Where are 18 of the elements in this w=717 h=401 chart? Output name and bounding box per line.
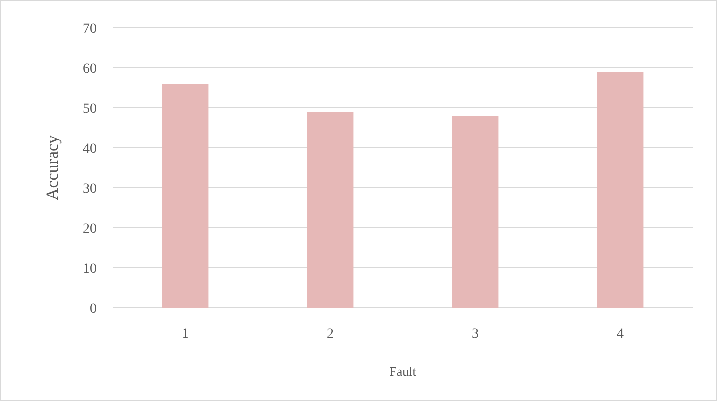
x-tick-label: 3 <box>472 327 479 342</box>
y-tick-label: 60 <box>83 62 97 77</box>
bar <box>452 116 499 308</box>
x-axis-title: Fault <box>390 364 417 379</box>
y-tick-label: 30 <box>83 182 97 197</box>
bar <box>307 112 354 308</box>
x-tick-label: 1 <box>182 327 189 342</box>
x-tick-label: 4 <box>617 327 624 342</box>
y-tick-label: 10 <box>83 262 97 277</box>
bar <box>162 84 209 308</box>
y-tick-label: 70 <box>83 22 97 37</box>
y-tick-label: 20 <box>83 222 97 237</box>
y-tick-label: 50 <box>83 102 97 117</box>
x-tick-label: 2 <box>327 327 334 342</box>
y-axis-title: Accuracy <box>43 134 62 201</box>
y-tick-label: 40 <box>83 142 97 157</box>
bar <box>597 72 644 308</box>
y-tick-label: 0 <box>90 302 97 317</box>
